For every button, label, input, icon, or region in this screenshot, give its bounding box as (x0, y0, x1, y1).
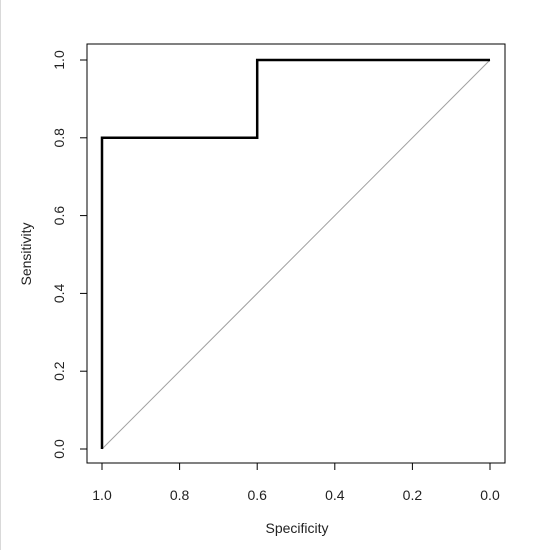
x-tick-label: 1.0 (92, 487, 112, 503)
y-tick-label: 0.4 (51, 283, 67, 303)
y-tick-label: 1.0 (51, 50, 67, 70)
roc-curve-line (100, 58, 490, 449)
x-tick-label: 0.0 (480, 487, 500, 503)
x-tick-label: 0.8 (170, 487, 190, 503)
y-axis-title: Sensitivity (18, 222, 34, 285)
y-tick-label: 0.6 (51, 206, 67, 226)
reference-diagonal (101, 59, 491, 450)
y-tick-label: 0.2 (51, 361, 67, 381)
x-axis-title: Specificity (265, 520, 328, 536)
y-tick-label: 0.0 (51, 439, 67, 459)
x-tick-label: 0.6 (247, 487, 267, 503)
window-left-edge (0, 0, 1, 550)
x-tick-label: 0.4 (325, 487, 345, 503)
x-tick-label: 0.2 (403, 487, 423, 503)
plot-frame (86, 43, 506, 464)
y-tick-label: 0.8 (51, 128, 67, 148)
